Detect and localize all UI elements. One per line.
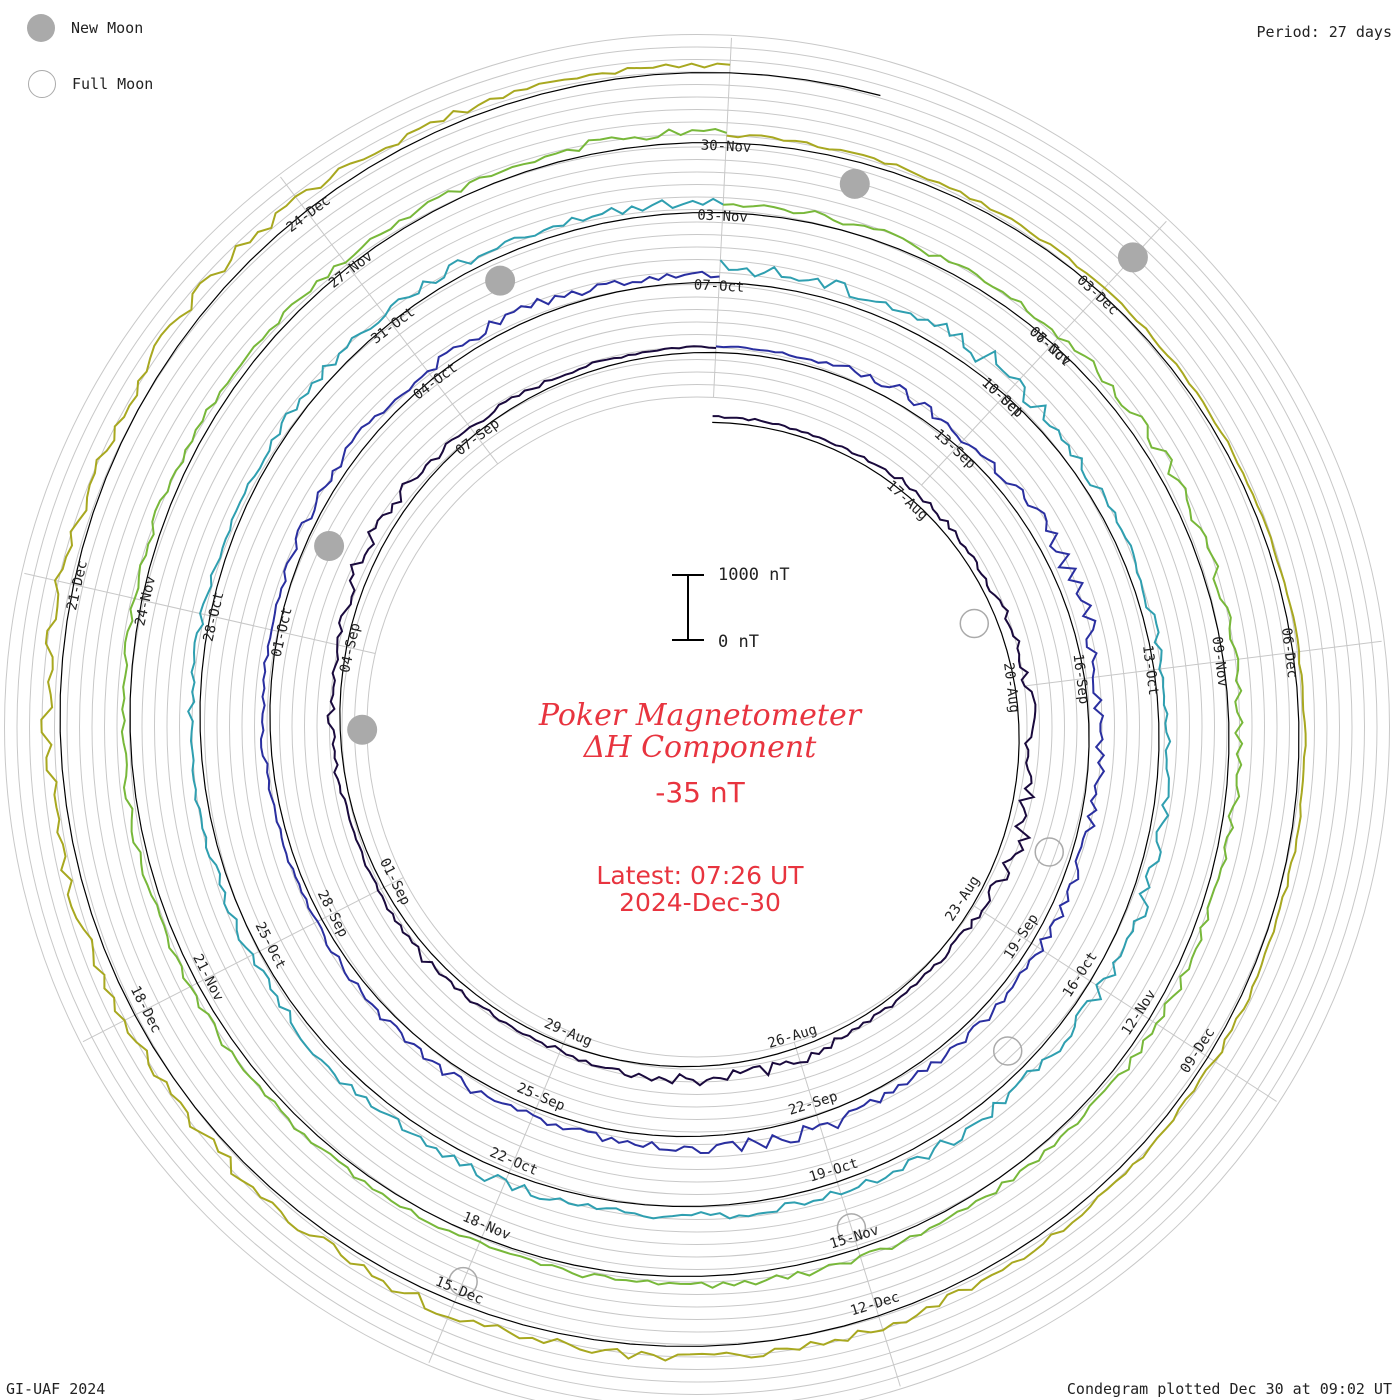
new-moon-marker xyxy=(1117,242,1148,273)
footer-right: Condegram plotted Dec 30 at 09:02 UT xyxy=(1066,1380,1392,1398)
date-tick-label: 22-Sep xyxy=(787,1089,840,1119)
date-tick-label: 04-Oct xyxy=(410,360,460,403)
series-line-rotation-4 xyxy=(120,127,1244,1289)
grid-spoke xyxy=(712,37,732,398)
scale-top-label: 1000 nT xyxy=(718,565,790,585)
grid-spoke xyxy=(428,1030,570,1363)
grid-circle xyxy=(254,284,1140,1170)
grid-circle xyxy=(329,359,1065,1095)
baseline-spiral xyxy=(59,72,1300,1347)
date-tick-label: 12-Dec xyxy=(848,1289,901,1319)
series-line-rotation-2 xyxy=(259,270,1106,1155)
date-tick-label: 07-Oct xyxy=(693,277,744,296)
grid-spoke xyxy=(973,905,1277,1102)
grid-circle xyxy=(16,46,1378,1400)
date-tick-label: 25-Sep xyxy=(514,1080,567,1114)
chart-title-line2: ΔH Component xyxy=(583,730,817,765)
date-tick-label: 03-Nov xyxy=(697,207,748,226)
date-tick-label: 15-Nov xyxy=(828,1222,881,1252)
data-series xyxy=(40,62,1307,1362)
date-tick-label: 01-Oct xyxy=(269,606,296,659)
grid-circle xyxy=(129,159,1265,1295)
grid-circle xyxy=(279,309,1115,1145)
full-moon-marker xyxy=(448,1266,478,1297)
date-tick-label: 21-Dec xyxy=(64,559,91,612)
date-tick-label: 27-Nov xyxy=(326,248,376,291)
latest-date: 2024-Dec-30 xyxy=(619,888,781,917)
baseline-path xyxy=(59,72,1300,1347)
grid-circle xyxy=(266,296,1128,1158)
chart-title-line1: Poker Magnetometer xyxy=(538,698,862,733)
new-moon-marker xyxy=(839,168,870,199)
latest-time: Latest: 07:26 UT xyxy=(596,861,804,890)
series-line-rotation-5 xyxy=(40,62,1307,1362)
scale-bar: 1000 nT 0 nT xyxy=(672,565,790,652)
date-tick-label: 20-Aug xyxy=(1000,662,1022,714)
grid-circle xyxy=(91,121,1303,1333)
grid-circle xyxy=(141,171,1253,1283)
new-moon-marker xyxy=(485,265,516,296)
grid-circles xyxy=(4,34,1390,1400)
date-tick-label: 16-Sep xyxy=(1070,653,1092,705)
date-tick-label: 18-Nov xyxy=(460,1209,513,1243)
grid-spoke xyxy=(82,877,404,1043)
grid-circle xyxy=(304,334,1090,1120)
current-value: -35 nT xyxy=(655,776,745,809)
grid-circle xyxy=(166,196,1228,1258)
grid-circle xyxy=(79,109,1315,1345)
grid-circle xyxy=(66,96,1328,1358)
date-tick-label: 24-Nov xyxy=(132,575,159,628)
full-moon-marker xyxy=(959,608,990,639)
date-tick-label: 22-Oct xyxy=(487,1145,540,1179)
date-tick-label: 30-Nov xyxy=(700,137,751,156)
footer-left: GI-UAF 2024 xyxy=(6,1380,106,1398)
grid-spoke xyxy=(280,176,499,465)
new-moon-icon xyxy=(27,14,55,42)
period-label: Period: 27 days xyxy=(1256,23,1392,41)
full-moon-label: Full Moon xyxy=(72,75,154,93)
grid-circle xyxy=(29,59,1365,1395)
full-moon-icon xyxy=(28,70,56,98)
scale-bottom-label: 0 nT xyxy=(718,632,759,652)
date-tick-label: 06-Dec xyxy=(1278,627,1300,679)
date-tick-label: 10-Oct xyxy=(978,375,1026,421)
series-line-rotation-1 xyxy=(326,345,1037,1087)
moon-markers xyxy=(314,168,1148,1297)
grid-circle xyxy=(204,234,1190,1220)
grid-circle xyxy=(216,246,1178,1208)
grid-circle xyxy=(104,134,1290,1320)
grid-circle xyxy=(229,259,1165,1195)
full-moon-marker xyxy=(1034,837,1064,867)
full-moon-marker xyxy=(992,1036,1023,1066)
date-tick-label: 29-Aug xyxy=(542,1016,595,1050)
grid-circle xyxy=(179,209,1215,1245)
grid-circle xyxy=(291,321,1103,1133)
date-tick-label: 13-Oct xyxy=(1139,644,1161,696)
new-moon-marker xyxy=(347,714,378,745)
date-tick-label: 26-Aug xyxy=(766,1022,819,1052)
legend-new-moon: New Moon xyxy=(27,14,143,42)
new-moon-label: New Moon xyxy=(71,19,144,37)
full-moon-marker xyxy=(836,1213,867,1243)
grid-circle xyxy=(116,146,1278,1308)
grid-circle xyxy=(4,34,1390,1400)
grid-circle xyxy=(54,84,1340,1370)
date-tick-label: 09-Nov xyxy=(1208,636,1230,688)
legend-full-moon: Full Moon xyxy=(28,70,153,98)
series-line-rotation-3 xyxy=(187,197,1172,1220)
new-moon-marker xyxy=(314,530,345,561)
